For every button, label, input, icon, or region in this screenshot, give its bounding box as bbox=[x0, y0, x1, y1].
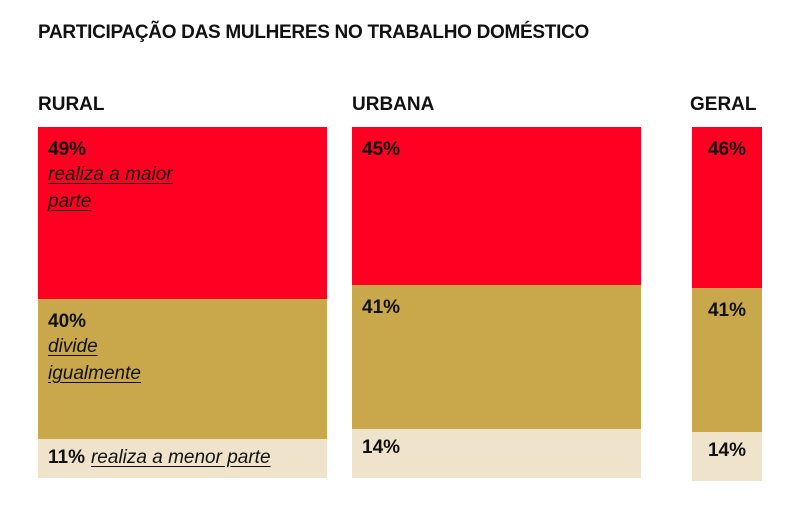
segment: 45% bbox=[352, 127, 641, 285]
series-label: realiza a menor parte bbox=[90, 447, 271, 469]
segment: 41% bbox=[352, 284, 641, 429]
segment: 46% bbox=[692, 127, 762, 289]
category-label: URBANA bbox=[352, 94, 435, 115]
segment: 14% bbox=[352, 428, 641, 478]
segment: 14% bbox=[692, 432, 762, 482]
value-label: 41% bbox=[707, 300, 747, 322]
value-label: 49% bbox=[48, 139, 87, 160]
segment: 49% realiza a maior parte bbox=[38, 127, 327, 299]
value-label: 46% bbox=[707, 139, 747, 160]
value-label: 14% bbox=[707, 440, 747, 462]
value-label: 45% bbox=[362, 139, 401, 160]
segment: 40% divide igualmente bbox=[38, 298, 327, 440]
chart-title: PARTICIPAÇÃO DAS MULHERES NO TRABALHO DO… bbox=[38, 22, 589, 43]
value-label: 40% bbox=[48, 310, 87, 332]
value-label: 14% bbox=[362, 436, 401, 458]
category-label: GERAL bbox=[690, 94, 757, 115]
value-label: 11% bbox=[48, 447, 85, 469]
segment: 11% realiza a menor parte bbox=[38, 439, 327, 478]
series-label: divide igualmente bbox=[48, 335, 141, 384]
category-label: RURAL bbox=[38, 94, 105, 115]
series-label: realiza a maior parte bbox=[48, 164, 173, 212]
value-label: 41% bbox=[362, 296, 401, 318]
segment: 41% bbox=[692, 288, 762, 433]
